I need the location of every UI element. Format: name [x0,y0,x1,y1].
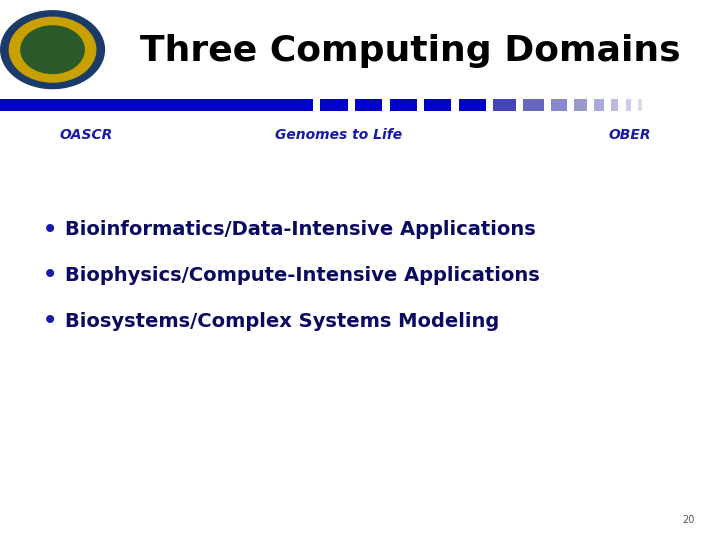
Bar [570,99,571,111]
Bar [523,99,544,111]
Text: OASCR: OASCR [60,128,113,142]
Bar [420,99,421,111]
Bar [590,99,591,111]
Bar [520,99,521,111]
Text: Biophysics/Compute-Intensive Applications: Biophysics/Compute-Intensive Application… [65,266,539,285]
Circle shape [9,17,96,82]
Bar [459,99,486,111]
Text: Genomes to Life: Genomes to Life [275,128,402,142]
Text: OBER: OBER [608,128,652,142]
Bar [317,99,318,111]
Bar [638,99,642,111]
Bar [320,99,348,111]
Circle shape [21,26,84,73]
Text: Bioinformatics/Data-Intensive Applications: Bioinformatics/Data-Intensive Applicatio… [65,220,536,239]
Text: •: • [42,215,58,244]
Bar [390,99,417,111]
Bar [493,99,516,111]
Bar [424,99,451,111]
Text: Biosystems/Complex Systems Modeling: Biosystems/Complex Systems Modeling [65,312,499,331]
Bar [386,99,387,111]
Bar [551,99,567,111]
Bar [574,99,587,111]
Bar [611,99,618,111]
Text: Three Computing Domains: Three Computing Domains [140,35,680,68]
Text: •: • [42,307,58,335]
Circle shape [1,11,104,89]
Bar [594,99,604,111]
Bar [634,99,635,111]
Bar [622,99,623,111]
Bar [626,99,631,111]
Text: •: • [42,261,58,289]
Bar [547,99,548,111]
Text: 20: 20 [683,515,695,525]
Bar [455,99,456,111]
Bar [355,99,382,111]
Bar [0,99,313,111]
Bar [351,99,352,111]
